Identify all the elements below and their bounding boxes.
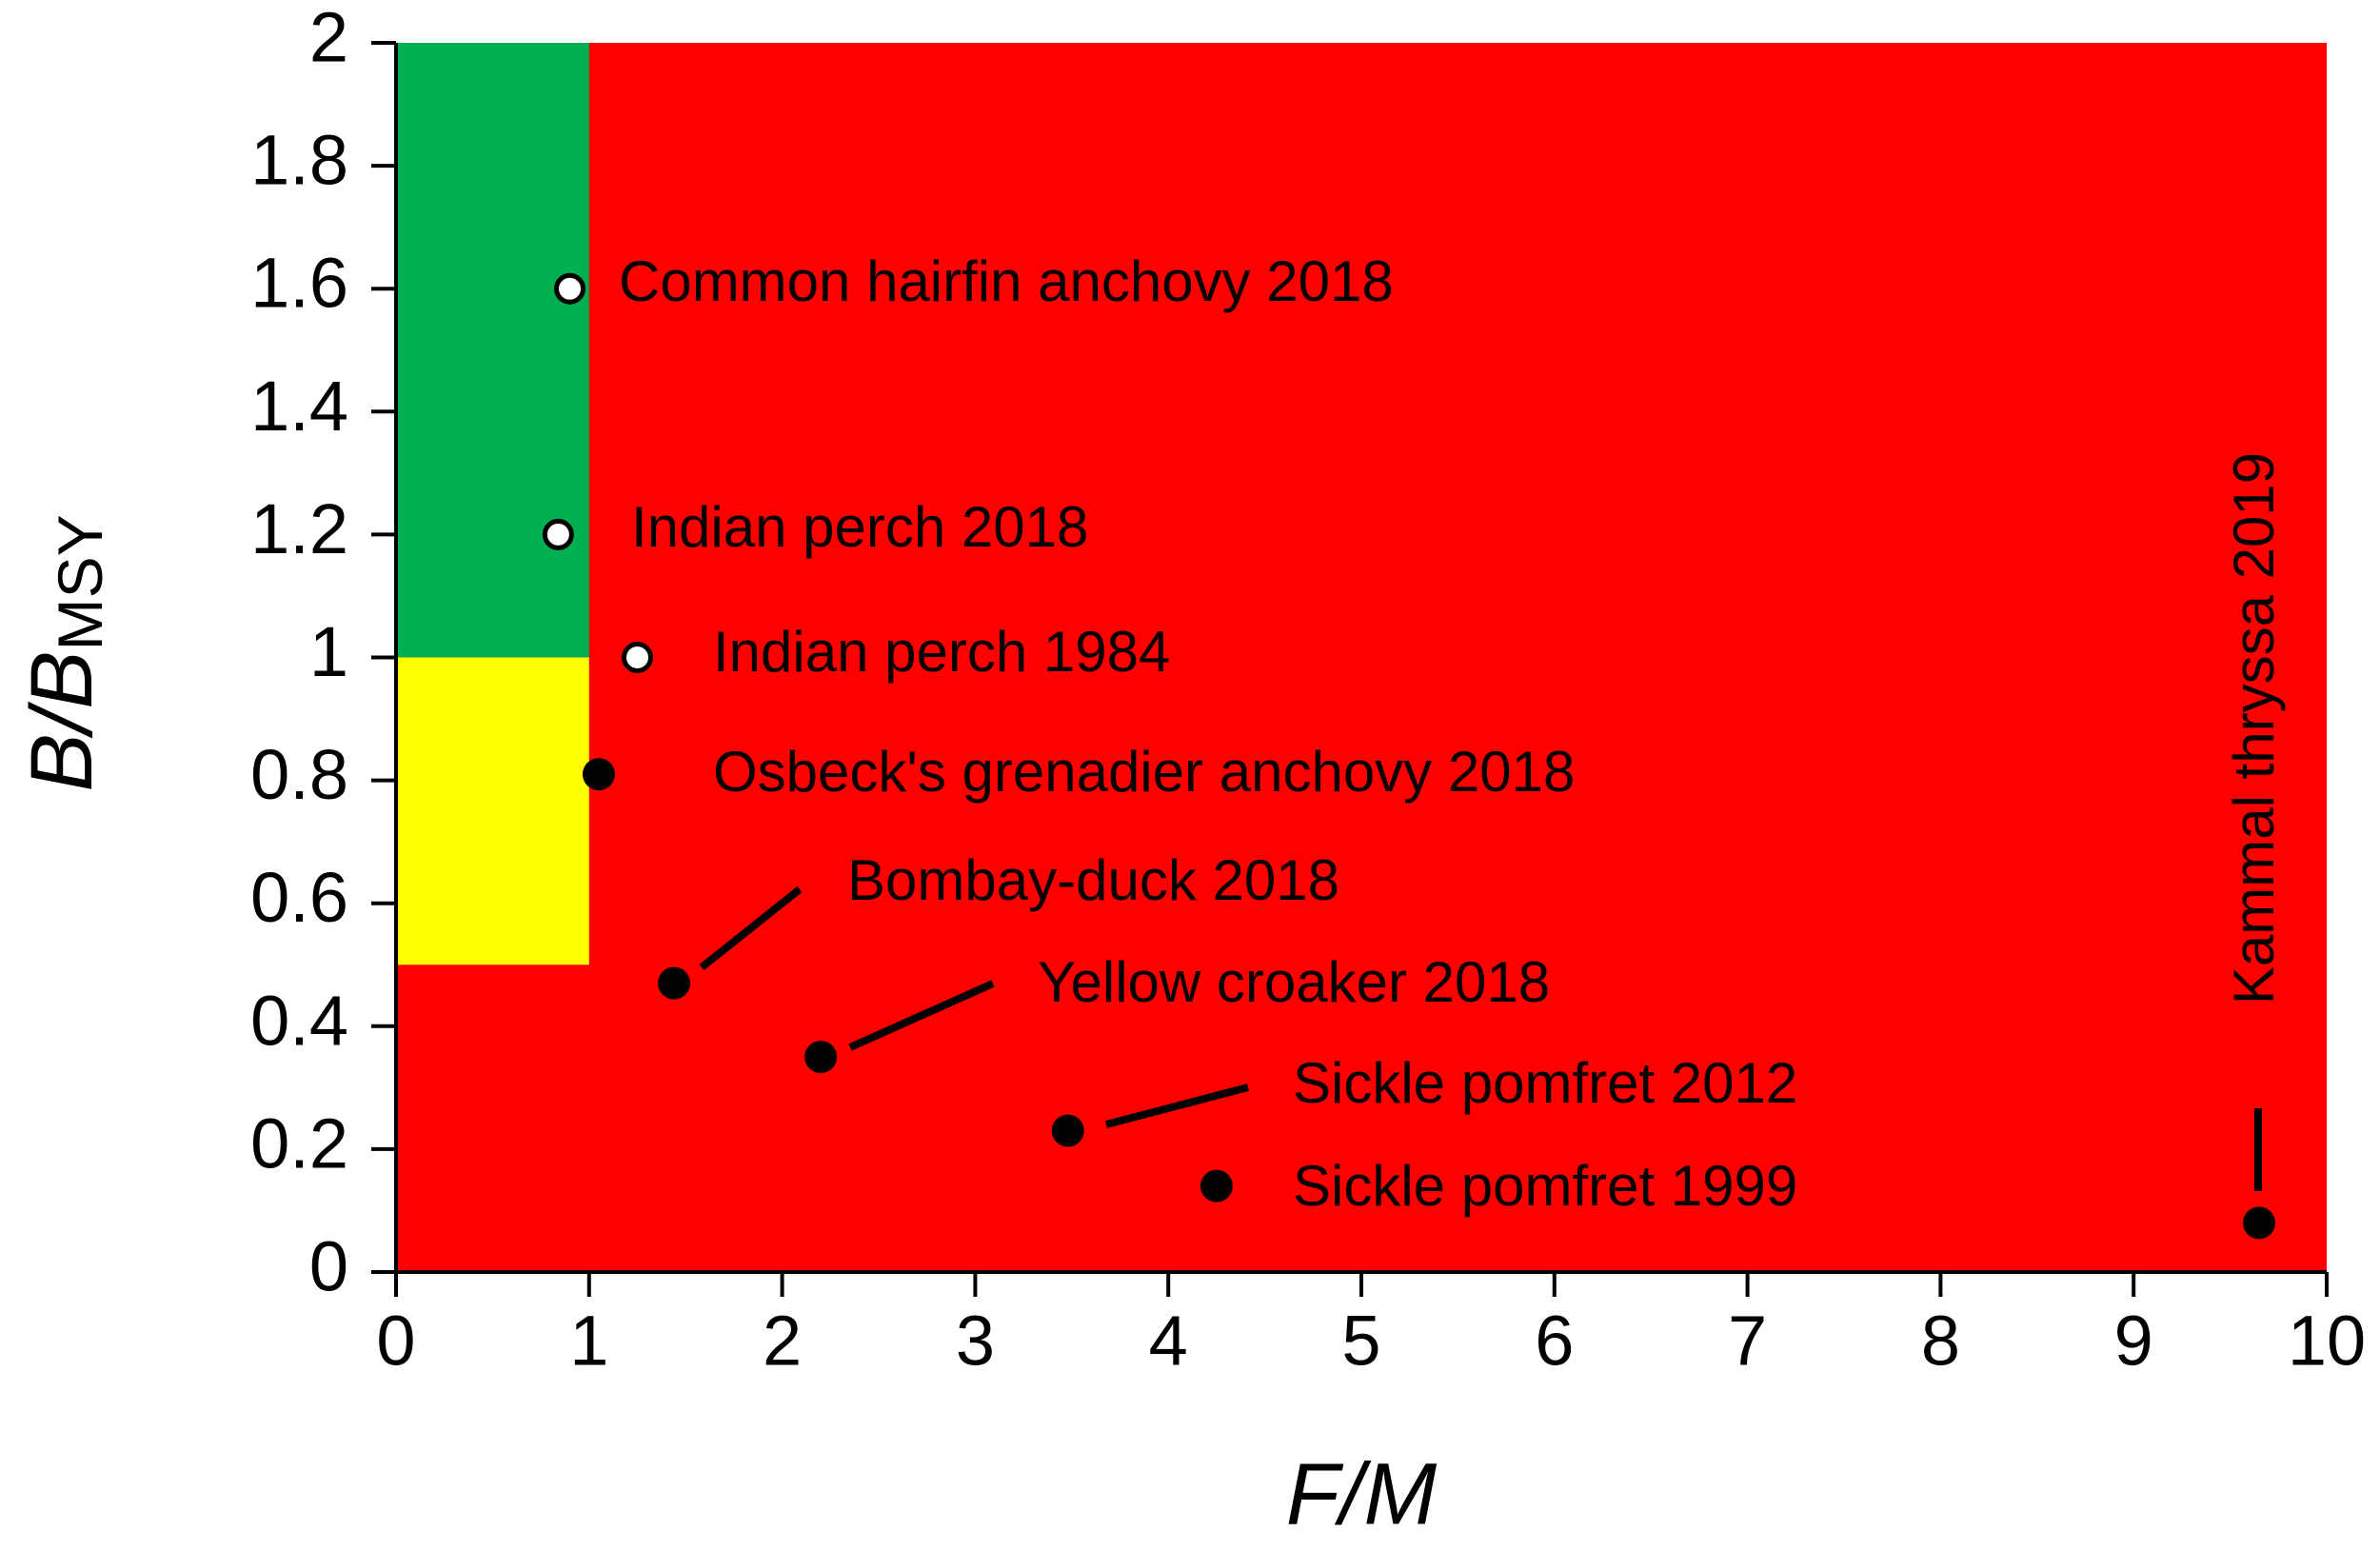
zone-background — [396, 43, 2327, 1272]
zone — [396, 43, 589, 658]
point — [554, 272, 586, 305]
point — [622, 642, 653, 673]
point — [1200, 1169, 1233, 1203]
y-tick-label: 1.8 — [250, 121, 348, 200]
point-label: Kammal thryssa 2019 — [2222, 452, 2286, 1004]
y-tick-label: 0.4 — [250, 981, 348, 1060]
x-tick-label: 8 — [1921, 1302, 1960, 1381]
x-tick-label: 10 — [2288, 1302, 2366, 1381]
point-label: Sickle pomfret 2012 — [1293, 1051, 1797, 1115]
x-tick-label: 5 — [1341, 1302, 1380, 1381]
y-tick-label: 2 — [309, 0, 348, 77]
x-tick-label: 6 — [1535, 1302, 1574, 1381]
point-label: Bombay-duck 2018 — [847, 848, 1339, 912]
x-tick-label: 0 — [376, 1302, 415, 1381]
point-label: Yellow croaker 2018 — [1038, 950, 1550, 1014]
y-tick-label: 0.6 — [250, 858, 348, 937]
y-tick-label: 0 — [309, 1227, 348, 1306]
leader-line — [848, 980, 995, 1051]
x-tick-label: 9 — [2114, 1302, 2153, 1381]
y-tick-label: 1 — [309, 612, 348, 691]
y-tick-label: 0.2 — [250, 1104, 348, 1183]
zone — [396, 657, 589, 965]
point — [2243, 1206, 2276, 1240]
point-label: Sickle pomfret 1999 — [1293, 1154, 1797, 1218]
point — [1051, 1114, 1084, 1147]
y-tick-label: 0.8 — [250, 735, 348, 814]
x-tick-label: 7 — [1728, 1302, 1767, 1381]
y-axis-title: B/BMSY — [13, 514, 115, 791]
x-axis-title: F/M — [1286, 1445, 1438, 1542]
y-axis-title-sub: MSY — [45, 514, 115, 650]
point — [542, 518, 574, 550]
point — [582, 758, 615, 791]
point-label: Indian perch 2018 — [631, 495, 1088, 559]
y-tick-label: 1.4 — [250, 367, 348, 446]
x-tick-label: 2 — [763, 1302, 802, 1381]
y-tick-label: 1.2 — [250, 489, 348, 568]
point — [658, 966, 691, 1000]
y-axis-title-main: B/B — [13, 650, 110, 791]
y-tick-label: 1.6 — [250, 244, 348, 323]
x-tick-label: 4 — [1149, 1302, 1188, 1381]
point-label: Common hairfin anchovy 2018 — [619, 249, 1394, 313]
x-tick-label: 1 — [569, 1302, 608, 1381]
point — [804, 1041, 838, 1074]
leader-line — [1104, 1084, 1250, 1128]
leader-line — [699, 885, 803, 971]
point-label: Indian perch 1984 — [713, 620, 1170, 684]
point-label: Osbeck's grenadier anchovy 2018 — [713, 740, 1575, 804]
x-tick-label: 3 — [956, 1302, 995, 1381]
